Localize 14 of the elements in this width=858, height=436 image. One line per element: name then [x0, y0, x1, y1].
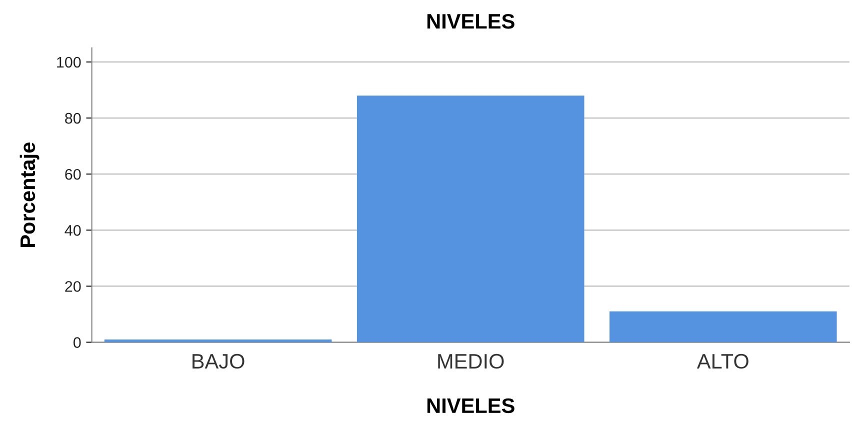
- y-tick-label: 80: [65, 112, 81, 124]
- bar: [356, 96, 584, 342]
- x-tick-label: BAJO: [192, 354, 244, 369]
- y-tick-label: 20: [65, 281, 81, 292]
- bar: [610, 311, 837, 342]
- x-tick-label: MEDIO: [438, 354, 504, 369]
- y-tick-label: 40: [64, 225, 81, 236]
- x-tick-label: ALTO: [696, 354, 748, 369]
- y-tick-label: 60: [65, 168, 81, 180]
- y-axis-title: Porcentaje: [20, 142, 40, 247]
- chart-title: NIVELES: [427, 14, 514, 29]
- y-tick-label: 0: [73, 337, 81, 348]
- y-tick-label: 100: [57, 56, 81, 68]
- x-axis-title: NIVELES: [427, 398, 514, 414]
